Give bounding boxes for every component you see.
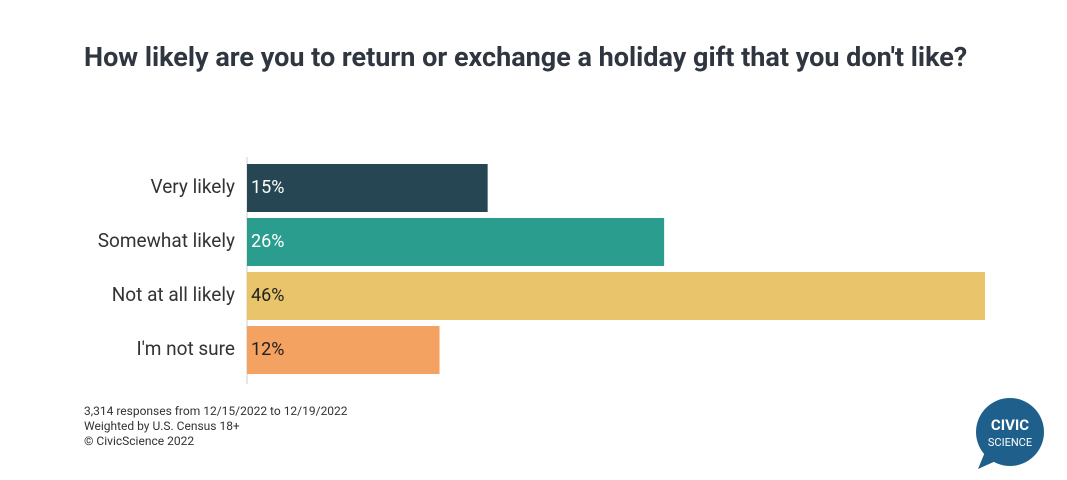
category-label: Very likely — [151, 175, 235, 198]
logo-text: CIVIC — [991, 416, 1029, 434]
footnote: 3,314 responses from 12/15/2022 to 12/19… — [84, 404, 348, 418]
footnote: © CivicScience 2022 — [84, 434, 194, 448]
bar — [247, 326, 440, 374]
bar — [247, 272, 985, 320]
value-label: 46% — [251, 285, 284, 306]
category-label: Not at all likely — [112, 283, 235, 306]
chart-title: How likely are you to return or exchange… — [84, 41, 968, 73]
value-label: 12% — [251, 339, 284, 360]
value-label: 26% — [251, 231, 284, 252]
bar — [247, 164, 488, 212]
footnote: Weighted by U.S. Census 18+ — [84, 419, 240, 433]
logo: CIVIC SCIENCE — [976, 398, 1044, 469]
logo-tail — [978, 452, 998, 469]
category-label: I'm not sure — [136, 337, 235, 360]
bar — [247, 218, 665, 266]
category-label: Somewhat likely — [98, 229, 235, 252]
value-label: 15% — [251, 177, 284, 198]
logo-text: SCIENCE — [988, 436, 1032, 449]
logo-circle — [976, 398, 1044, 466]
